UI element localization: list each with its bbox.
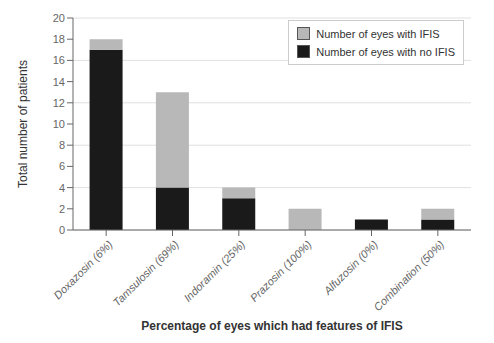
svg-text:Alfuzosin (0%): Alfuzosin (0%): [321, 238, 381, 298]
svg-text:2: 2: [59, 203, 65, 215]
html-text:Number of eyes with no IFIS: Number of eyes with no IFIS: [316, 45, 455, 58]
svg-text:8: 8: [59, 139, 65, 151]
svg-text:20: 20: [53, 12, 65, 24]
svg-text:12: 12: [53, 97, 65, 109]
svg-text:18: 18: [53, 33, 65, 45]
html-text:Number of eyes with IFIS: Number of eyes with IFIS: [316, 27, 440, 40]
svg-text:6: 6: [59, 160, 65, 172]
svg-text:4: 4: [59, 182, 65, 194]
svg-text:16: 16: [53, 54, 65, 66]
svg-text:Tamsulosin (69%): Tamsulosin (69%): [111, 238, 182, 309]
svg-text:10: 10: [53, 118, 65, 130]
svg-text:Prazosin (100%): Prazosin (100%): [248, 238, 314, 304]
svg-text:Percentage of eyes which had f: Percentage of eyes which had features of…: [141, 319, 402, 333]
svg-text:Total number of patients: Total number of patients: [16, 60, 30, 188]
svg-text:14: 14: [53, 76, 65, 88]
svg-text:Combination (50%): Combination (50%): [371, 238, 446, 313]
svg-text:0: 0: [59, 224, 65, 236]
svg-text:Indoramin (25%): Indoramin (25%): [181, 238, 247, 304]
svg-text:Doxazosin (6%): Doxazosin (6%): [51, 238, 115, 302]
